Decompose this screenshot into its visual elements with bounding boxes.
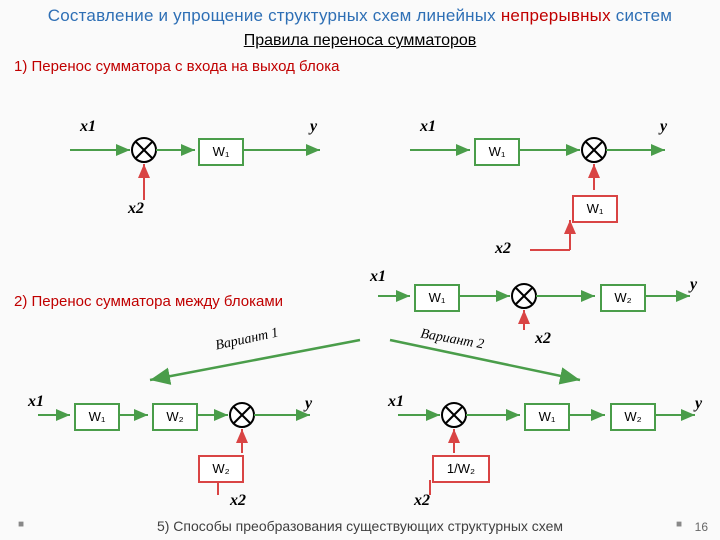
d2t-w1-block: W₁ [414,284,460,312]
dv1-w2b: W₂ [212,461,229,476]
d1r-x1: x1 [420,118,436,136]
subtitle-text: Правила переноса сумматоров [0,32,720,50]
dv1-w1-block: W₁ [74,403,120,431]
title-part-c: систем [616,6,672,25]
dv2-invw2-block: 1/W₂ [432,455,490,483]
d2t-w2: W₂ [614,290,631,305]
d2t-w1: W₁ [429,290,446,305]
d1r-w1a-block: W₁ [474,138,520,166]
d1l-y: y [310,118,317,136]
d1r-w1b-block: W₁ [572,195,618,223]
page-number: 16 [695,520,708,534]
dv2-x1: x1 [388,393,404,411]
dv2-w1-block: W₁ [524,403,570,431]
dv1-y: y [305,395,312,413]
d2t-x1: x1 [370,268,386,286]
d1r-w1a: W₁ [489,144,506,159]
d1l-x1: x1 [80,118,96,136]
dv2-x2: x2 [414,492,430,510]
dv1-w2a-block: W₂ [152,403,198,431]
d1l-w1-block: W₁ [198,138,244,166]
dv2-invw2: 1/W₂ [447,461,475,476]
d1r-y: y [660,118,667,136]
d1l-x2: x2 [128,200,144,218]
d1r-x2: x2 [495,240,511,258]
dv2-w2-block: W₂ [610,403,656,431]
footer-text: 5) Способы преобразования существующих с… [0,518,720,534]
dv2-y: y [695,395,702,413]
page-title: Составление и упрощение структурных схем… [0,0,720,26]
dv2-w2: W₂ [624,409,641,424]
dv1-x2: x2 [230,492,246,510]
title-part-b: непрерывных [501,6,611,25]
title-part-a: Составление и упрощение структурных схем… [48,6,496,25]
dv1-w2b-block: W₂ [198,455,244,483]
dv2-w1: W₁ [539,409,556,424]
variant-arrows [130,330,600,390]
d1l-w1: W₁ [213,144,230,159]
dv1-w1: W₁ [89,409,106,424]
rule2-heading: 2) Перенос сумматора между блоками [14,293,283,310]
rule1-heading: 1) Перенос сумматора с входа на выход бл… [14,58,720,75]
d2t-w2-block: W₂ [600,284,646,312]
d2t-y: y [690,276,697,294]
d1r-w1b: W₁ [587,201,604,216]
dv1-w2a: W₂ [166,409,183,424]
diagram-1-right [400,110,700,270]
dv1-x1: x1 [28,393,44,411]
